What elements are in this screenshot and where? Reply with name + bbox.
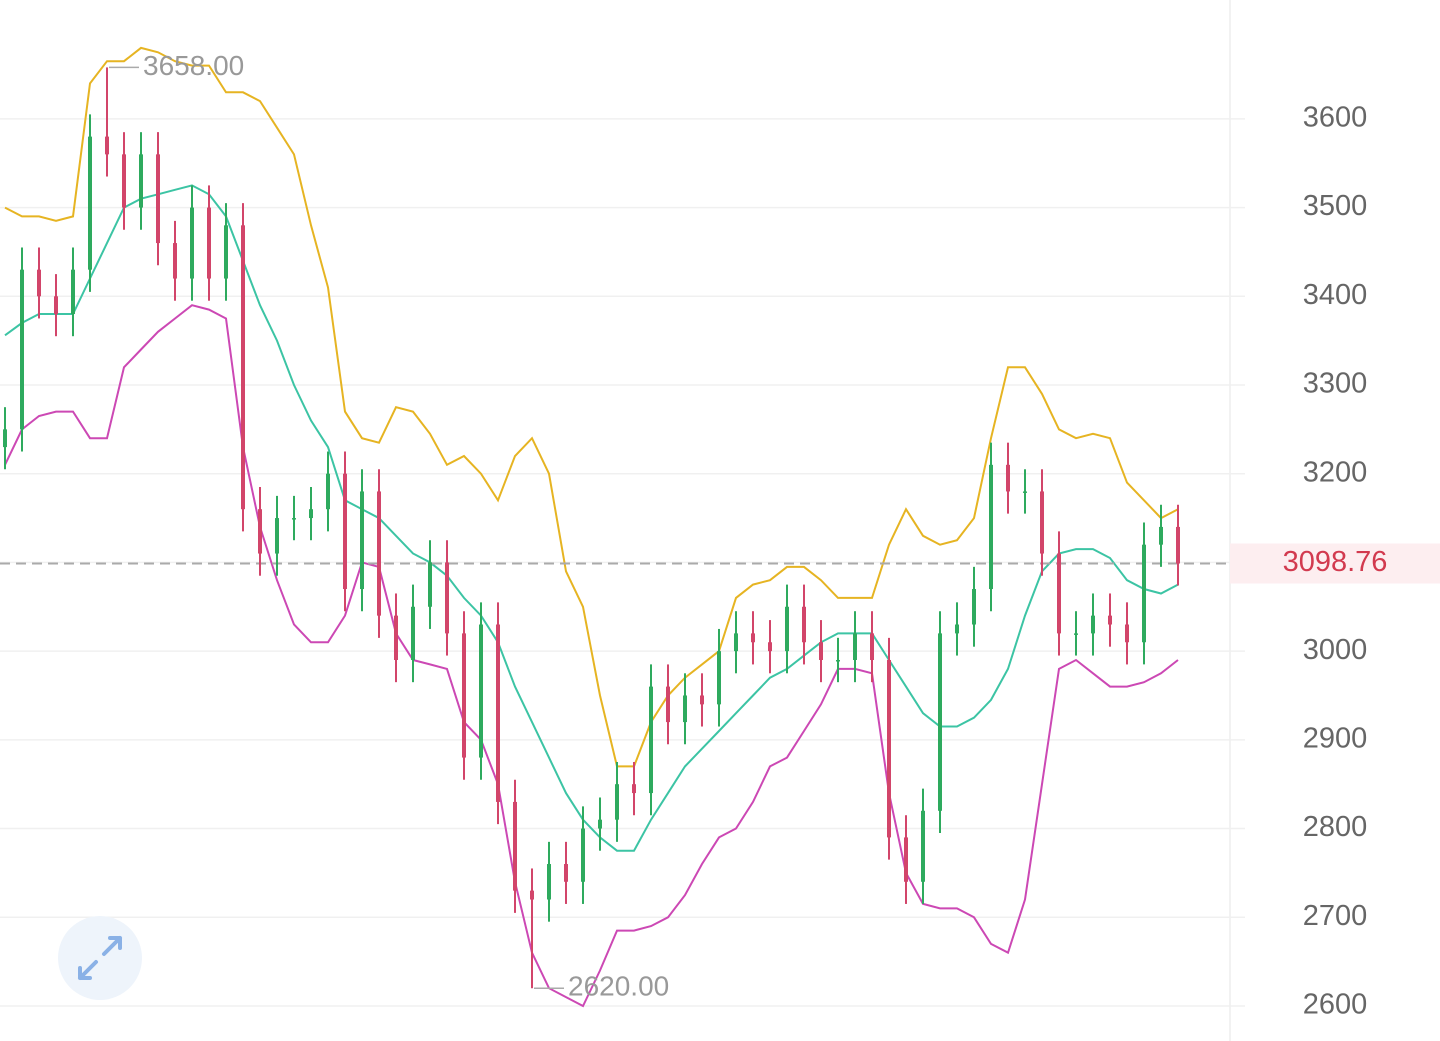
extreme-label: 2620.00: [568, 971, 669, 1002]
bar-body: [394, 615, 398, 660]
bar-body: [496, 624, 500, 802]
bar-body: [955, 624, 959, 634]
last-price-tag: [1230, 543, 1440, 584]
bar-body: [649, 686, 653, 794]
bar-body: [3, 429, 7, 448]
bar-body: [938, 633, 942, 811]
bar-body: [870, 633, 874, 660]
bar-body: [1125, 624, 1129, 643]
bar-body: [20, 269, 24, 430]
last-price-label: 3098.76: [1283, 546, 1388, 578]
bar-body: [1074, 633, 1078, 635]
bar-body: [904, 837, 908, 882]
bar-body: [54, 296, 58, 315]
bar-body: [1108, 615, 1112, 625]
bar-body: [37, 269, 41, 297]
bar-body: [343, 473, 347, 590]
bar-body: [1040, 491, 1044, 554]
bar-body: [224, 225, 228, 279]
bar-body: [445, 562, 449, 634]
bar-body: [1091, 615, 1095, 634]
bar-body: [581, 828, 585, 882]
bar-body: [564, 864, 568, 882]
bar-body: [377, 491, 381, 616]
bar-body: [462, 633, 466, 758]
bar-body: [1023, 491, 1027, 493]
band-line: [4, 304, 1179, 1008]
y-tick-label: 3400: [1303, 279, 1368, 311]
bar-body: [768, 642, 772, 652]
bar-body: [326, 473, 330, 510]
bar-body: [241, 225, 245, 510]
bar-body: [309, 509, 313, 519]
bar-body: [173, 243, 177, 279]
bar-body: [700, 695, 704, 705]
bar-body: [139, 154, 143, 208]
bar-body: [1057, 553, 1061, 634]
bar-body: [785, 606, 789, 652]
y-tick-label: 3200: [1303, 456, 1368, 488]
bar-body: [989, 464, 993, 590]
bar-body: [615, 784, 619, 820]
expand-button-bg[interactable]: [58, 916, 142, 1000]
bar-body: [275, 518, 279, 554]
y-tick-label: 3600: [1303, 102, 1368, 134]
bar-body: [717, 651, 721, 705]
band-line: [4, 46, 1179, 768]
bar-body: [1159, 526, 1163, 545]
bar-body: [1006, 464, 1010, 492]
bar-body: [71, 269, 75, 315]
bar-body: [1142, 544, 1146, 643]
y-tick-label: 2900: [1303, 722, 1368, 754]
expand-icon[interactable]: [78, 936, 122, 980]
y-tick-label: 2800: [1303, 811, 1368, 843]
bar-body: [88, 136, 92, 270]
bar-body: [887, 659, 891, 838]
y-tick-label: 2600: [1303, 989, 1368, 1021]
bar-body: [683, 695, 687, 723]
bar-body: [666, 686, 670, 723]
bar-body: [360, 491, 364, 590]
bar-body: [802, 606, 806, 643]
bar-body: [819, 642, 823, 660]
bar-body: [190, 207, 194, 279]
y-tick-label: 3500: [1303, 190, 1368, 222]
y-tick-label: 2700: [1303, 900, 1368, 932]
y-tick-label: 3300: [1303, 368, 1368, 400]
bar-body: [751, 633, 755, 643]
bar-body: [734, 633, 738, 652]
bar-body: [1176, 526, 1180, 564]
bar-body: [428, 562, 432, 607]
bar-body: [411, 606, 415, 660]
bar-body: [122, 154, 126, 208]
expand-button[interactable]: [58, 916, 142, 1000]
bar-body: [598, 819, 602, 829]
bar-body: [292, 518, 296, 520]
bar-body: [921, 810, 925, 882]
extreme-label: 3658.00: [143, 50, 244, 81]
bar-body: [156, 154, 160, 244]
bar-body: [258, 509, 262, 554]
bar-body: [513, 801, 517, 891]
bar-body: [105, 136, 109, 155]
bar-body: [530, 890, 534, 900]
y-tick-label: 3000: [1303, 634, 1368, 666]
bar-body: [972, 589, 976, 625]
bar-body: [853, 633, 857, 660]
bar-body: [479, 624, 483, 758]
bar-body: [836, 659, 840, 662]
bar-body: [207, 207, 211, 279]
bar-body: [632, 784, 636, 794]
band-line: [4, 184, 1179, 852]
bar-body: [547, 864, 551, 900]
